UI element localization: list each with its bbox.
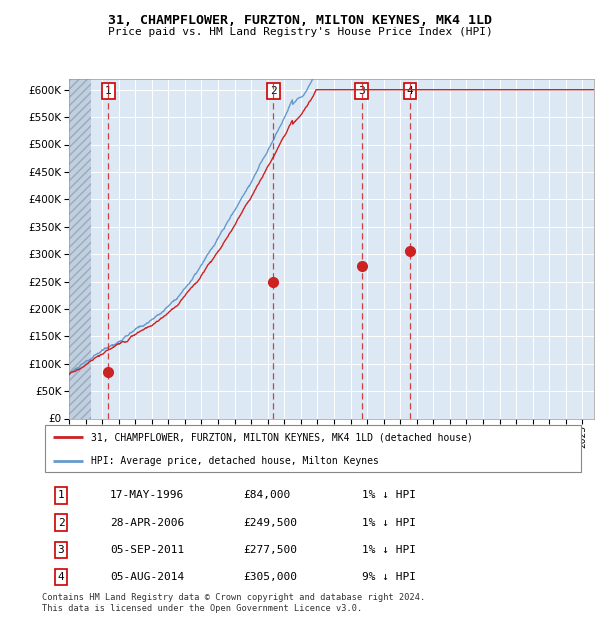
Polygon shape xyxy=(69,79,91,419)
Text: 28-APR-2006: 28-APR-2006 xyxy=(110,518,184,528)
Text: Price paid vs. HM Land Registry's House Price Index (HPI): Price paid vs. HM Land Registry's House … xyxy=(107,27,493,37)
Text: 3: 3 xyxy=(58,544,64,555)
Text: 1% ↓ HPI: 1% ↓ HPI xyxy=(362,490,416,500)
Text: £305,000: £305,000 xyxy=(243,572,297,582)
Text: 31, CHAMPFLOWER, FURZTON, MILTON KEYNES, MK4 1LD: 31, CHAMPFLOWER, FURZTON, MILTON KEYNES,… xyxy=(108,14,492,27)
Text: Contains HM Land Registry data © Crown copyright and database right 2024.
This d: Contains HM Land Registry data © Crown c… xyxy=(42,593,425,613)
Text: 4: 4 xyxy=(407,86,413,95)
Text: £84,000: £84,000 xyxy=(243,490,290,500)
Text: 31, CHAMPFLOWER, FURZTON, MILTON KEYNES, MK4 1LD (detached house): 31, CHAMPFLOWER, FURZTON, MILTON KEYNES,… xyxy=(91,432,473,442)
Text: 9% ↓ HPI: 9% ↓ HPI xyxy=(362,572,416,582)
Text: 2: 2 xyxy=(270,86,277,95)
Text: 17-MAY-1996: 17-MAY-1996 xyxy=(110,490,184,500)
Text: £277,500: £277,500 xyxy=(243,544,297,555)
Text: 1: 1 xyxy=(58,490,64,500)
Text: £249,500: £249,500 xyxy=(243,518,297,528)
Text: 05-AUG-2014: 05-AUG-2014 xyxy=(110,572,184,582)
Text: 05-SEP-2011: 05-SEP-2011 xyxy=(110,544,184,555)
Text: 1% ↓ HPI: 1% ↓ HPI xyxy=(362,518,416,528)
Text: 1: 1 xyxy=(105,86,112,95)
Text: 1% ↓ HPI: 1% ↓ HPI xyxy=(362,544,416,555)
FancyBboxPatch shape xyxy=(45,425,581,472)
Text: HPI: Average price, detached house, Milton Keynes: HPI: Average price, detached house, Milt… xyxy=(91,456,379,466)
Text: 2: 2 xyxy=(58,518,64,528)
Text: 4: 4 xyxy=(58,572,64,582)
Text: 3: 3 xyxy=(358,86,365,95)
